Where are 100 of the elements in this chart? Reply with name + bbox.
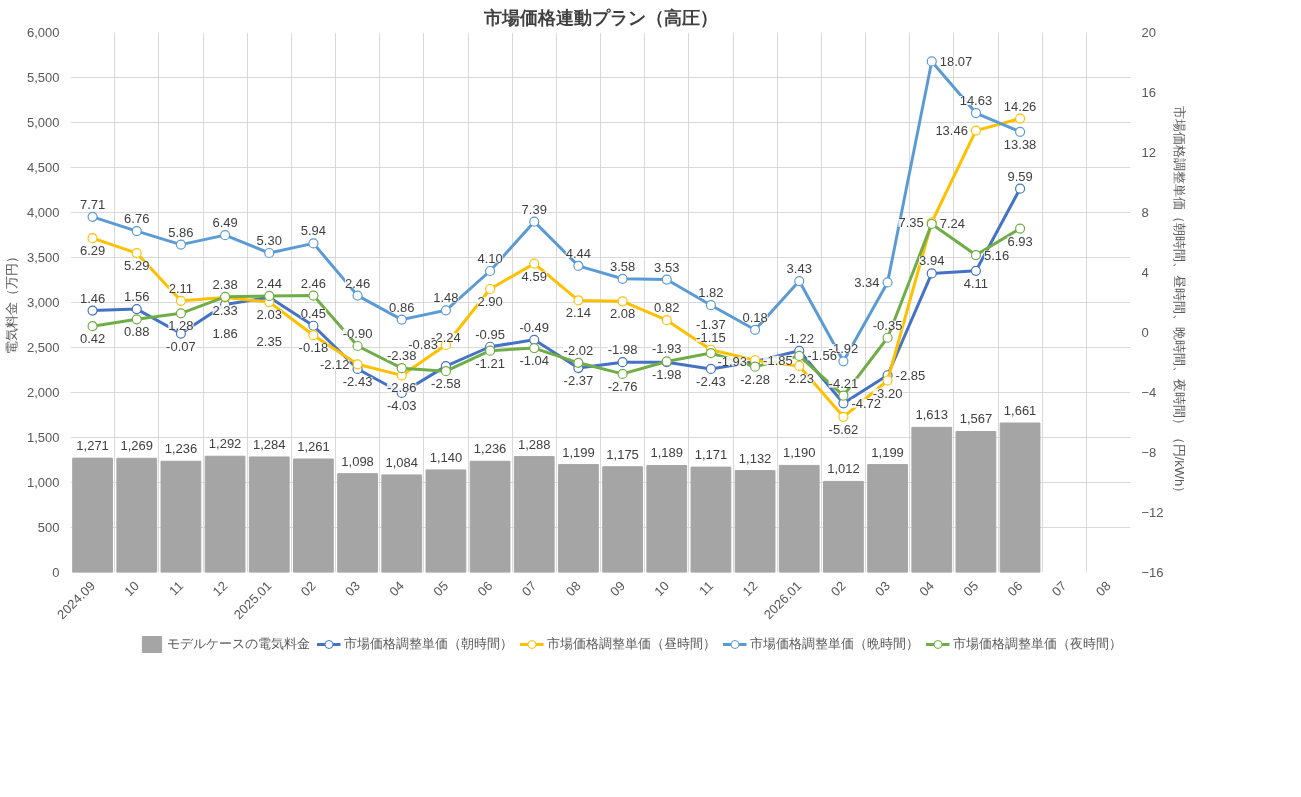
data-label: 7.24: [939, 216, 966, 232]
x-tick-label: 05: [430, 578, 452, 600]
data-label: 2.11: [168, 280, 194, 296]
data-label: 3.34: [854, 274, 880, 290]
data-label: 18.07: [939, 53, 973, 69]
data-label: -2.02: [563, 342, 594, 358]
data-label: 5.16: [983, 247, 1010, 263]
x-tick-label: 03: [872, 578, 893, 600]
data-label: 7.71: [79, 196, 106, 212]
y-tick-label: 2,000: [26, 385, 60, 400]
data-label: 5.29: [124, 258, 150, 274]
y-tick-label: 500: [37, 520, 60, 535]
y-tick-label: 5,000: [26, 115, 60, 130]
legend-label: 市場価格調整単価（晩時間）: [750, 635, 919, 653]
x-tick-label: 12: [739, 578, 761, 600]
data-label: -0.18: [298, 340, 329, 356]
data-label: 6.76: [124, 211, 150, 227]
data-label: 1,236: [473, 441, 507, 457]
legend-label: 市場価格調整単価（昼時間）: [547, 635, 716, 653]
y2-tick-label: −8: [1141, 445, 1157, 460]
data-label: -1.85: [763, 352, 793, 368]
y-tick-label: 5,500: [26, 70, 60, 85]
y2-tick-label: −16: [1141, 565, 1164, 580]
data-label: 5.30: [256, 233, 282, 248]
x-tick-label: 08: [562, 578, 584, 600]
data-label: -1.98: [651, 367, 682, 383]
data-label: 4.10: [477, 251, 503, 266]
data-label: -0.35: [872, 317, 903, 333]
data-label: 1,288: [517, 436, 551, 452]
y2-tick-label: −4: [1141, 385, 1157, 400]
data-label: 3.58: [609, 258, 636, 274]
data-label: 1,199: [562, 444, 595, 460]
data-label: 2.38: [212, 276, 238, 292]
data-label: 3.94: [919, 253, 945, 269]
data-label: 1,567: [959, 411, 993, 427]
y2-tick-label: 20: [1141, 25, 1156, 40]
x-tick-label: 10: [651, 578, 673, 600]
y-tick-label: 0: [52, 565, 60, 580]
x-tick-label: 07: [518, 578, 540, 600]
data-label: 1,236: [164, 441, 198, 457]
data-label: 4.59: [521, 268, 547, 284]
x-tick-label: 11: [696, 578, 717, 599]
data-label: -2.86: [386, 380, 417, 396]
data-label: 7.39: [521, 201, 547, 217]
data-label: 1,269: [120, 438, 154, 454]
y-tick-label: 3,500: [26, 250, 60, 265]
data-label: 1,098: [341, 453, 374, 469]
y2-tick-label: 8: [1141, 205, 1149, 220]
x-tick-label: 11: [166, 578, 187, 599]
data-label: 5.94: [300, 223, 327, 239]
data-label: 1.28: [168, 318, 194, 334]
y2-tick-label: 12: [1141, 145, 1156, 160]
data-label: 1,613: [915, 407, 949, 423]
y2-tick-label: 0: [1141, 325, 1149, 340]
x-tick-label: 08: [1092, 578, 1114, 600]
data-label: -4.03: [386, 397, 417, 413]
data-label: 1.48: [433, 290, 459, 306]
x-tick-label: 09: [607, 578, 628, 600]
data-label: -2.43: [342, 373, 373, 389]
data-label: -2.38: [386, 348, 417, 364]
data-label: 1,171: [694, 447, 728, 463]
data-label: 0.18: [742, 309, 768, 325]
x-tick-label: 05: [960, 578, 982, 600]
data-label: 1,012: [827, 461, 860, 477]
data-label: 0.82: [654, 300, 680, 316]
data-label: -2.43: [696, 373, 726, 389]
x-tick-label: 07: [1048, 578, 1070, 600]
y2-tick-label: 16: [1141, 85, 1156, 100]
data-label: 4.11: [963, 275, 989, 291]
data-label: 0.88: [124, 324, 150, 340]
data-label: 2.08: [609, 306, 636, 322]
data-label: 0.45: [300, 305, 327, 321]
data-label: -4.21: [828, 375, 859, 391]
data-label: -1.21: [475, 355, 505, 371]
y-tick-label: 1,500: [26, 430, 60, 445]
y2-tick-label: −12: [1141, 505, 1164, 520]
data-label: 2.14: [565, 305, 592, 321]
data-label: -0.07: [166, 338, 196, 354]
y-tick-label: 6,000: [26, 25, 60, 40]
data-label: 1.46: [79, 290, 106, 306]
data-label: 1,292: [208, 436, 242, 452]
data-label: 9.59: [1007, 168, 1033, 184]
data-label: 1,261: [297, 439, 330, 455]
y2-axis-title: 市場価格調整単価（朝時間、昼時間、晩時間、夜時間）（円/kWh）: [1171, 105, 1187, 500]
x-tick-label: 03: [342, 578, 363, 600]
x-tick-label: 10: [121, 578, 143, 600]
data-label: 2.46: [300, 275, 327, 291]
data-label: 14.63: [959, 93, 993, 109]
data-label: 13.46: [935, 123, 968, 139]
legend-label: 市場価格調整単価（夜時間）: [953, 635, 1122, 653]
x-tick-label: 04: [916, 578, 938, 600]
legend-label: 市場価格調整単価（朝時間）: [344, 635, 513, 653]
data-label: -2.85: [895, 367, 926, 383]
y-tick-label: 4,500: [26, 160, 60, 175]
data-label: 3.43: [786, 261, 812, 277]
data-label: -1.22: [784, 330, 815, 346]
data-label: 1,189: [650, 445, 684, 461]
data-label: 5.86: [168, 224, 194, 240]
data-label: -1.04: [519, 353, 550, 369]
data-label: 3.53: [654, 259, 680, 275]
